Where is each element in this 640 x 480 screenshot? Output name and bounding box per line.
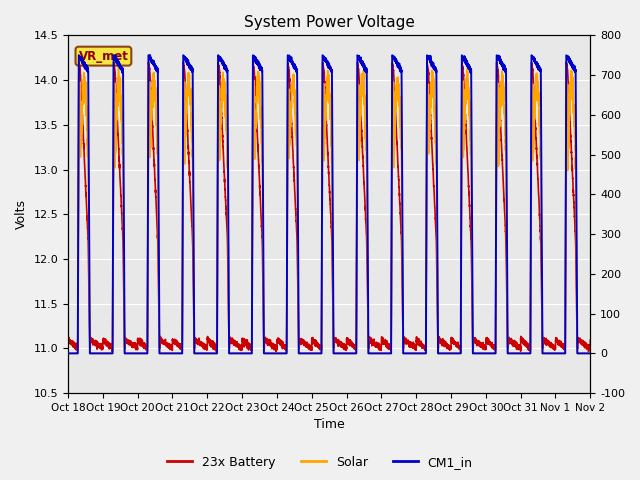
Legend: 23x Battery, Solar, CM1_in: 23x Battery, Solar, CM1_in — [163, 451, 477, 474]
Text: VR_met: VR_met — [79, 49, 129, 63]
X-axis label: Time: Time — [314, 419, 344, 432]
Y-axis label: Volts: Volts — [15, 199, 28, 229]
Title: System Power Voltage: System Power Voltage — [244, 15, 415, 30]
